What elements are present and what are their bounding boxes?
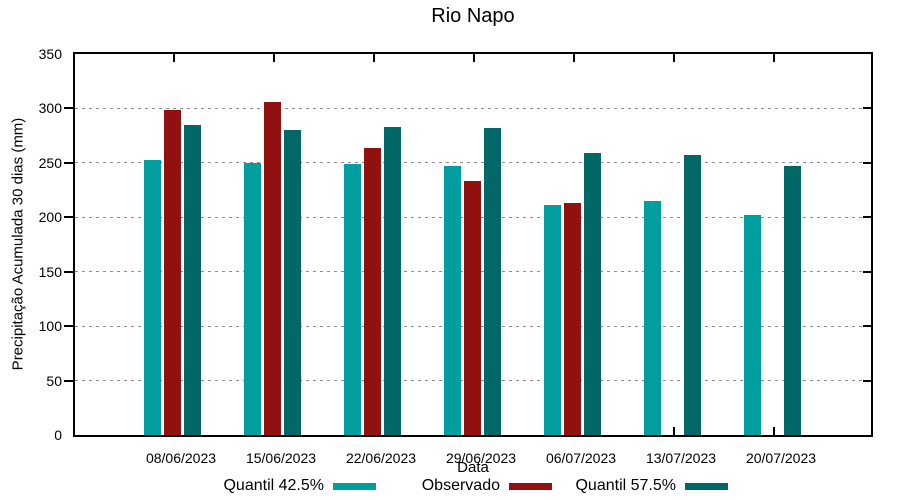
y-tick-mark-right: [863, 270, 871, 273]
y-tick-mark-left: [64, 161, 73, 164]
bar-observado-15-06-2023: [264, 101, 281, 435]
x-tick-label-06-07-2023: 06/07/2023: [545, 450, 617, 466]
bar-quantil-57-5--13-07-2023: [684, 155, 701, 435]
y-tick-label-100: 100: [38, 318, 62, 335]
bar-quantil-42-5--20-07-2023: [744, 215, 761, 435]
y-tick-label-150: 150: [38, 263, 62, 280]
x-tick-label-08-06-2023: 08/06/2023: [145, 450, 217, 466]
bar-observado-08-06-2023: [164, 109, 181, 435]
bar-quantil-57-5--06-07-2023: [584, 153, 601, 435]
y-tick-mark-left: [64, 216, 73, 219]
legend-entry-observado: Observado: [422, 477, 552, 495]
x-tick-mark: [773, 54, 775, 62]
x-tick-mark: [573, 54, 575, 62]
gridline-y-250: [75, 162, 871, 164]
bar-quantil-42-5--08-06-2023: [144, 159, 161, 435]
y-tick-mark-right: [863, 325, 871, 328]
chart-title: Rio Napo: [431, 5, 515, 27]
bar-quantil-57-5--20-07-2023: [784, 166, 801, 435]
plot-area: [64, 52, 873, 437]
y-tick-label-250: 250: [38, 154, 62, 171]
x-tick-mark: [673, 54, 675, 62]
gridline-y-300: [75, 107, 871, 109]
x-tick-label-15-06-2023: 15/06/2023: [245, 450, 317, 466]
x-tick-mark: [473, 54, 475, 62]
y-tick-mark-right: [863, 161, 871, 164]
y-tick-label-0: 0: [54, 427, 62, 443]
bar-quantil-57-5--08-06-2023: [184, 124, 201, 435]
legend-label: Observado: [421, 477, 500, 494]
y-tick-mark-right: [863, 379, 871, 382]
y-tick-label-200: 200: [38, 209, 62, 226]
x-tick-label-20-07-2023: 20/07/2023: [745, 450, 817, 466]
y-tick-mark-right: [863, 216, 871, 219]
bar-quantil-42-5--22-06-2023: [344, 163, 361, 435]
y-tick-label-50: 50: [46, 372, 62, 389]
x-tick-label-13-07-2023: 13/07/2023: [645, 450, 717, 466]
bar-observado-22-06-2023: [364, 147, 381, 435]
bar-quantil-42-5--29-06-2023: [444, 166, 461, 435]
legend-label: Quantil 57.5%: [575, 477, 676, 494]
y-tick-mark-left: [64, 379, 73, 382]
bar-quantil-57-5--15-06-2023: [284, 130, 301, 435]
y-tick-mark-left: [64, 270, 73, 273]
legend-entry-quantil-42-5-: Quantil 42.5%: [223, 477, 376, 495]
legend-entry-quantil-57-5-: Quantil 57.5%: [575, 477, 728, 495]
x-tick-mark: [273, 54, 275, 62]
x-tick-mark: [773, 427, 775, 435]
legend-label: Quantil 42.5%: [223, 477, 324, 494]
y-tick-mark-right: [863, 107, 871, 110]
bar-quantil-42-5--06-07-2023: [544, 205, 561, 435]
bar-observado-06-07-2023: [564, 203, 581, 435]
y-tick-label-350: 350: [38, 46, 62, 62]
bar-quantil-57-5--22-06-2023: [384, 126, 401, 435]
legend-swatch: [333, 482, 376, 490]
bar-quantil-42-5--13-07-2023: [644, 200, 661, 435]
bar-observado-29-06-2023: [464, 181, 481, 435]
y-tick-mark-left: [64, 107, 73, 110]
bar-quantil-42-5--15-06-2023: [244, 162, 261, 435]
x-tick-label-22-06-2023: 22/06/2023: [345, 450, 417, 466]
legend-swatch: [509, 482, 552, 490]
y-tick-label-300: 300: [38, 100, 62, 117]
x-tick-mark: [373, 54, 375, 62]
x-axis-label: Data: [457, 459, 489, 476]
legend-swatch: [685, 482, 728, 490]
bar-quantil-57-5--29-06-2023: [484, 128, 501, 435]
x-tick-mark: [673, 427, 675, 435]
x-tick-mark: [173, 54, 175, 62]
y-tick-mark-left: [64, 325, 73, 328]
x-tick-label-29-06-2023: 29/06/2023: [445, 450, 517, 466]
